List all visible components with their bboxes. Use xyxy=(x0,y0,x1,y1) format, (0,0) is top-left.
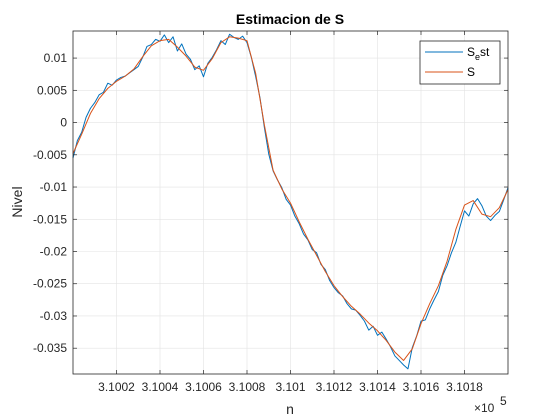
y-tick-label: -0.005 xyxy=(33,148,67,162)
series-line-s-est xyxy=(72,33,509,370)
y-tick-label: -0.035 xyxy=(33,341,67,355)
x-tick-label: 3.1006 xyxy=(185,380,222,394)
x-tick-label: 3.1004 xyxy=(142,380,179,394)
series-line-s xyxy=(72,36,509,361)
x-tick-label: 3.1012 xyxy=(316,380,353,394)
y-tick-label: -0.025 xyxy=(33,277,67,291)
x-tick-label: 3.1018 xyxy=(446,380,483,394)
x-tick-label: 3.1016 xyxy=(403,380,440,394)
y-tick-label: -0.03 xyxy=(40,309,68,323)
plot-area: 3.1002 3.1004 3.1006 3.1008 3.101 3.1012 3.101… xyxy=(33,30,509,394)
x-tick-labels: 3.1002 3.1004 3.1006 3.1008 3.101 3.1012 3.101… xyxy=(98,380,483,394)
grid-lines xyxy=(73,31,508,374)
y-tick-label: -0.02 xyxy=(40,245,68,259)
x-exponent-label: ×10 5 xyxy=(474,394,507,415)
y-axis-label: Nivel xyxy=(9,186,25,217)
x-exponent-base: ×10 xyxy=(474,401,495,415)
x-exponent-power: 5 xyxy=(500,394,507,408)
x-axis-label: n xyxy=(286,401,294,417)
series-layer xyxy=(72,33,509,370)
legend-label-s: S xyxy=(467,65,475,79)
x-tick-label: 3.1008 xyxy=(229,380,266,394)
y-tick-label: 0 xyxy=(60,116,67,130)
y-tick-label: -0.015 xyxy=(33,212,67,226)
tick-marks xyxy=(73,31,508,374)
x-tick-label: 3.1002 xyxy=(98,380,135,394)
y-tick-label: -0.01 xyxy=(40,180,68,194)
legend-label-s-est: Sest xyxy=(467,45,490,62)
chart-title: Estimacion de S xyxy=(236,11,344,27)
legend-box xyxy=(419,40,501,85)
legend: Sest S xyxy=(419,40,501,85)
y-tick-label: 0.01 xyxy=(44,51,68,65)
x-tick-label: 3.1014 xyxy=(359,380,396,394)
x-tick-label: 3.101 xyxy=(275,380,305,394)
y-tick-labels: 0.01 0.005 0 -0.005 -0.01 -0.015 -0.02 -0.025 -0… xyxy=(33,51,67,355)
y-tick-label: 0.005 xyxy=(37,83,67,97)
